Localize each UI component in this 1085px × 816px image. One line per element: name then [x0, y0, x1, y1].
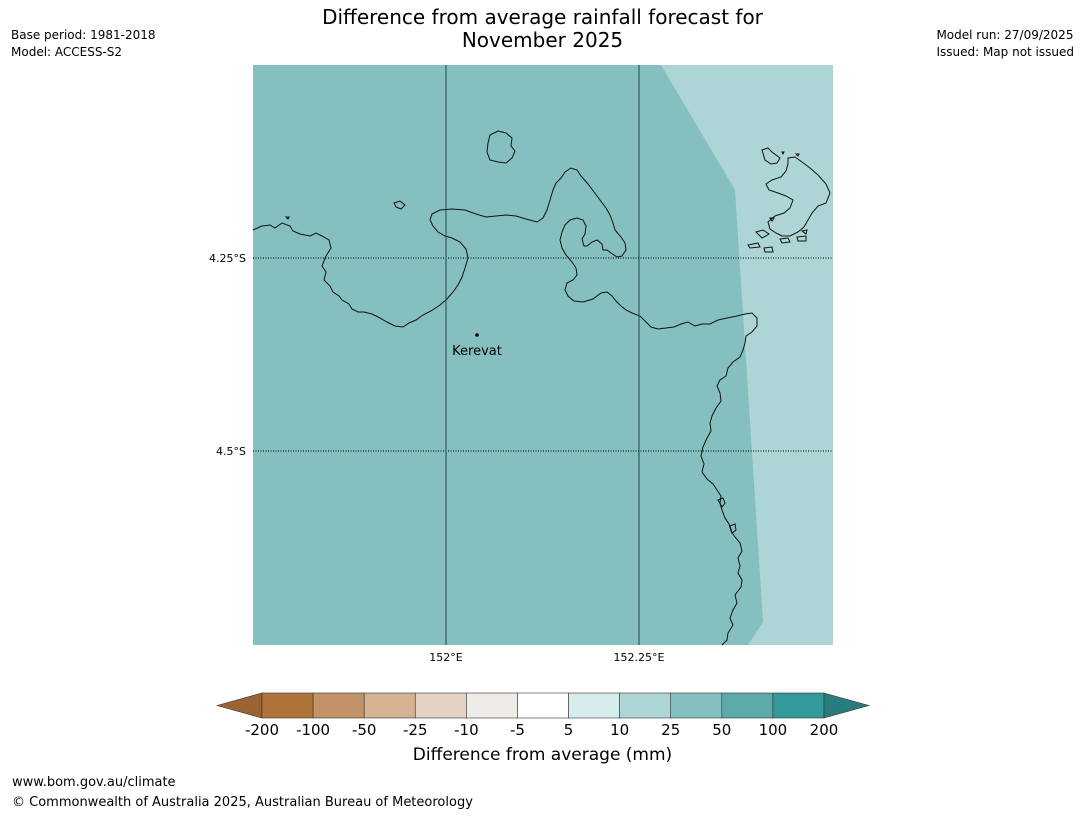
title-line-1: Difference from average rainfall forecas… [322, 5, 763, 29]
graticule [253, 65, 833, 645]
base-period: Base period: 1981-2018 [11, 28, 156, 42]
colorbar-tick-label: 25 [661, 721, 680, 739]
colorbar-tick-label: -25 [403, 721, 428, 739]
latitude-label: 4.5°S [216, 445, 246, 458]
colorbar-segment [670, 692, 723, 719]
colorbar-tick-label: 200 [810, 721, 839, 739]
colorbar-segment [312, 692, 365, 719]
colorbar-segment [414, 692, 467, 719]
colorbar-segment [466, 692, 518, 719]
colorbar-title: Difference from average (mm) [412, 745, 673, 765]
forecast-fill-10-25 [661, 65, 833, 645]
colorbar-tick-label: 50 [712, 721, 731, 739]
meta-left: Base period: 1981-2018 Model: ACCESS-S2 [11, 27, 156, 61]
colorbar-segment [619, 692, 672, 719]
colorbar-segment [363, 692, 416, 719]
colorbar-tick-label: -200 [245, 721, 279, 739]
title-line-2: November 2025 [461, 28, 624, 52]
coastline [252, 130, 831, 646]
place-marker-kerevat: Kerevat [452, 333, 502, 359]
colorbar-segment [568, 692, 620, 719]
longitude-label: 152°E [429, 651, 462, 664]
colorbar-tick-label: -100 [296, 721, 330, 739]
model-name: Model: ACCESS-S2 [11, 45, 123, 59]
issue-status: Issued: Map not issued [936, 45, 1074, 59]
map-area: Kerevat 4.25°S 4.5°S 152°E 152.25°E [209, 65, 833, 664]
colorbar-extend-high [823, 692, 871, 719]
colorbar-segment [772, 692, 825, 719]
latitude-label: 4.25°S [209, 252, 246, 265]
footer-url[interactable]: www.bom.gov.au/climate [12, 775, 176, 790]
colorbar-tick-label: 5 [564, 721, 574, 739]
axis-labels: 4.25°S 4.5°S 152°E 152.25°E [209, 252, 664, 664]
colorbar-segment [517, 692, 569, 719]
colorbar-tick-label: -10 [454, 721, 479, 739]
colorbar-extend-low [215, 692, 263, 719]
colorbar-segment [721, 692, 774, 719]
meta-right: Model run: 27/09/2025 Issued: Map not is… [936, 27, 1074, 61]
colorbar: -200 -100 -50 -25 -10 -5 5 10 25 50 100 200 [215, 692, 871, 739]
colorbar-tick-label: -5 [510, 721, 525, 739]
colorbar-segment [261, 692, 314, 719]
colorbar-tick-label: 10 [610, 721, 629, 739]
colorbar-tick-label: -50 [352, 721, 377, 739]
colorbar-tick-label: 100 [759, 721, 788, 739]
place-label: Kerevat [452, 344, 502, 359]
model-run: Model run: 27/09/2025 [936, 28, 1074, 42]
longitude-label: 152.25°E [614, 651, 665, 664]
footer-copyright: © Commonwealth of Australia 2025, Austra… [12, 795, 473, 810]
map-title: Difference from average rainfall forecas… [300, 6, 785, 52]
place-dot [475, 333, 479, 337]
